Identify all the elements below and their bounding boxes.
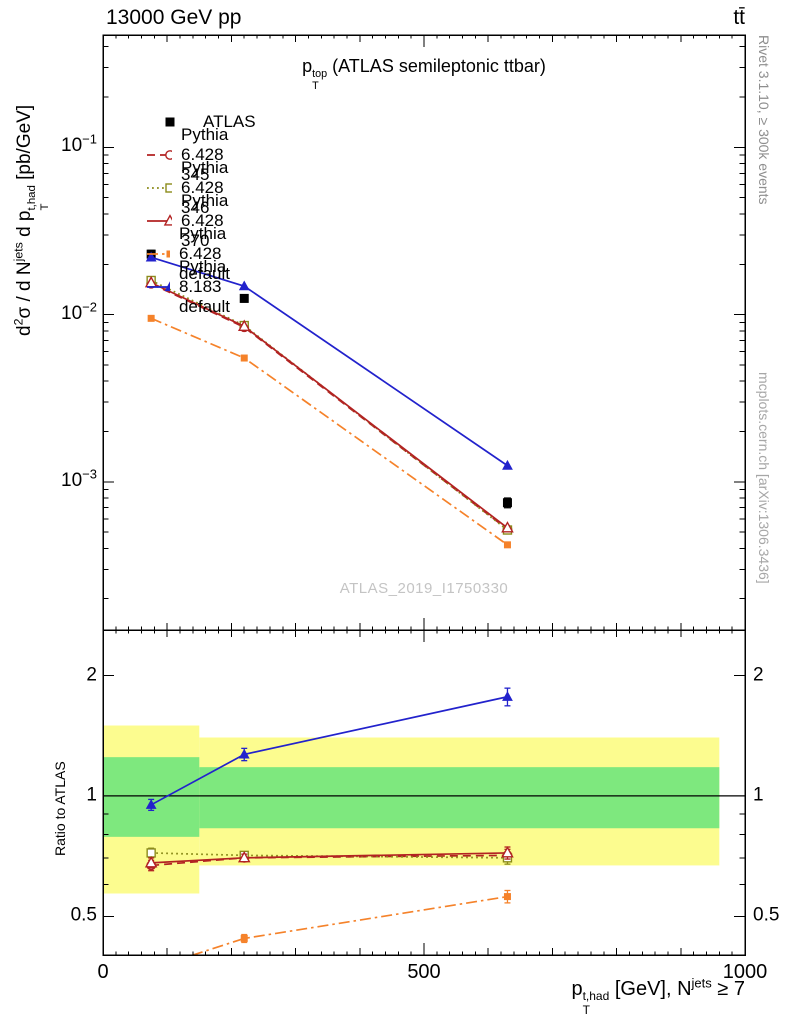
ratio-y-tick-label-right: 1 — [753, 784, 764, 806]
series-pythia6-default-ratio — [190, 889, 511, 955]
legend-label: Pythia 8.183 default — [178, 257, 231, 316]
main-y-tick-label: 10−1 — [61, 132, 97, 157]
ratio-y-tick-label-right: 2 — [753, 664, 764, 686]
x-tick-label: 0 — [97, 961, 109, 983]
x-axis-label: p t,had T [GeV], Njets ≥ 7 — [571, 975, 745, 1017]
observable-annotation: p top T (ATLAS semileptonic ttbar) — [302, 56, 546, 92]
legend-entry-pythia6-default: Pythia 6.428 default — [146, 224, 254, 283]
legend-swatch-pythia6-345 — [147, 150, 173, 160]
legend-entry-atlas: ATLAS — [146, 112, 256, 132]
ratio-uncertainty-bands — [103, 725, 720, 894]
main-y-tick-label: 10−3 — [61, 466, 97, 491]
ratio-y-tick-label-left: 1 — [86, 784, 97, 806]
legend-swatch-pythia6-370 — [147, 214, 173, 226]
x-tick-label: 1000 — [722, 961, 768, 983]
series-pythia6-370-ratio — [144, 846, 514, 869]
legend-label: Pythia 6.428 default — [178, 224, 231, 283]
legend-entry-pythia6-346: Pythia 6.428 346 — [146, 158, 250, 217]
legend-entry-pythia6-370: Pythia 6.428 370 — [146, 191, 250, 250]
legend-swatch-pythia6-default — [147, 250, 170, 258]
main-y-tick-label: 10−2 — [61, 299, 97, 324]
legend-label: Pythia 6.428 345 — [181, 125, 229, 184]
series-pythia6-345-main — [146, 278, 513, 535]
series-pythia6-default-main — [147, 314, 511, 549]
legend-entry-pythia8-default: Pythia 8.183 default — [146, 257, 254, 316]
series-pythia8-default-main — [145, 251, 513, 470]
ratio-y-tick-label-right: 0.5 — [753, 904, 780, 926]
series-pythia6-370-main — [144, 275, 514, 533]
analysis-watermark: ATLAS_2019_I1750330 — [339, 580, 509, 597]
x-tick-label: 500 — [407, 961, 441, 983]
legend-entry-pythia6-345: Pythia 6.428 345 — [146, 125, 250, 184]
ratio-y-axis-label: Ratio to ATLAS — [52, 761, 68, 856]
legend-swatch-atlas — [165, 117, 175, 127]
series-pythia8-default-ratio — [145, 687, 513, 812]
ratio-y-tick-label-left: 0.5 — [70, 904, 97, 926]
ratio-y-tick-label-left: 2 — [86, 664, 97, 686]
legend-swatch-pythia8-default — [147, 281, 170, 292]
rivet-version-note: Rivet 3.1.10, ≥ 300k events — [756, 35, 772, 205]
process-title: tt̄ — [733, 6, 745, 29]
legend-label: ATLAS — [203, 112, 256, 131]
beam-energy-title: 13000 GeV pp — [106, 6, 242, 29]
legend-label: Pythia 6.428 346 — [181, 158, 229, 217]
legend-label: Pythia 6.428 370 — [181, 191, 229, 250]
legend-swatch-pythia6-346 — [147, 183, 173, 193]
axis-ticks — [102, 35, 746, 956]
mcplots-reference-note: mcplots.cern.ch [arXiv:1306.3436] — [756, 372, 772, 584]
